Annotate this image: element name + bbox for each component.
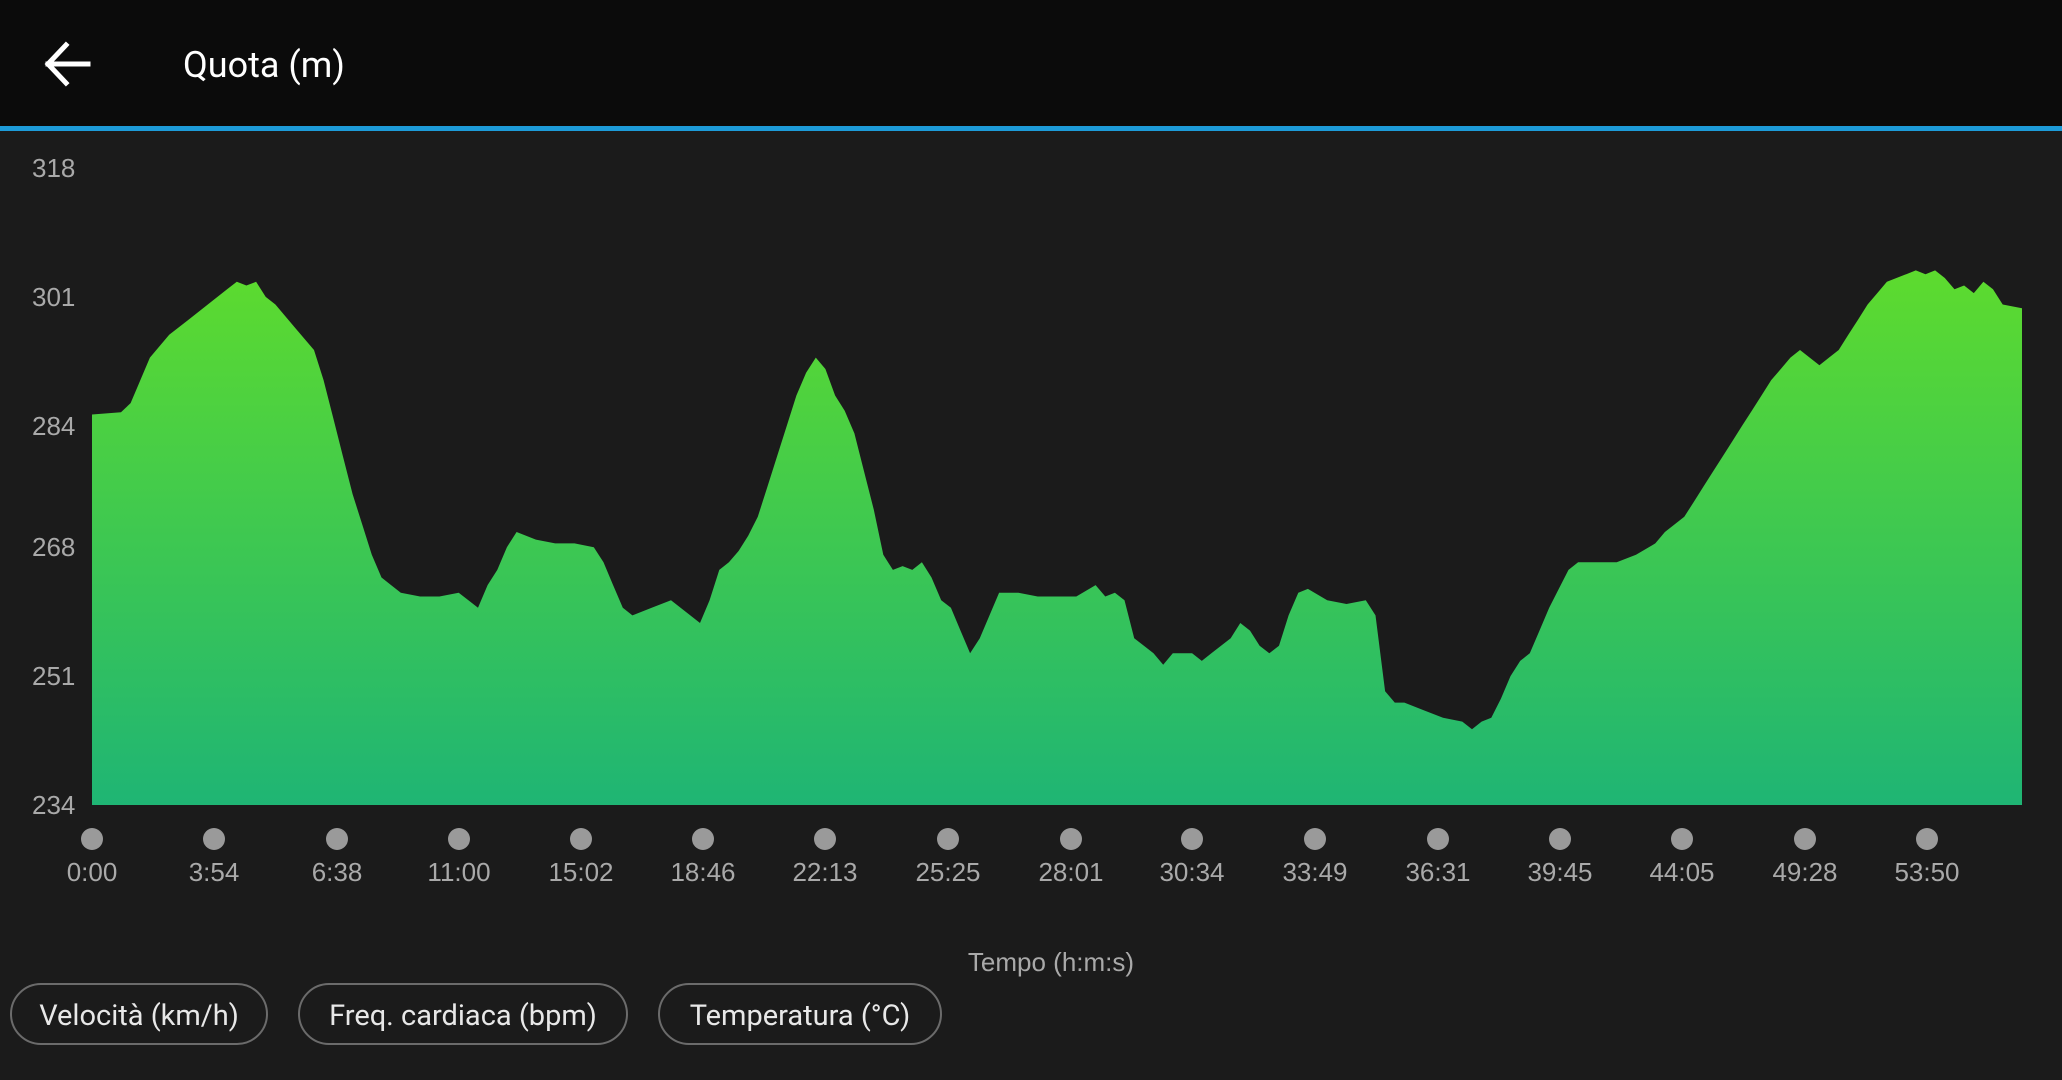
x-tick-marker[interactable] xyxy=(1916,828,1938,850)
x-tick-marker[interactable] xyxy=(1794,828,1816,850)
page-title: Quota (m) xyxy=(183,44,345,86)
elevation-chart[interactable]: 318 301 284 268 251 234 0:00 3:54 6:38 11:00 15:0… xyxy=(0,131,2062,981)
x-tick-marker[interactable] xyxy=(570,828,592,850)
x-tick-marker[interactable] xyxy=(937,828,959,850)
x-tick-marker[interactable] xyxy=(1427,828,1449,850)
x-tick-marker[interactable] xyxy=(326,828,348,850)
x-tick-label: 36:31 xyxy=(1405,857,1470,887)
x-tick-label: 18:46 xyxy=(670,857,735,887)
x-tick-label: 39:45 xyxy=(1527,857,1592,887)
elevation-chart-svg: 318 301 284 268 251 234 0:00 3:54 6:38 11:00 15:0… xyxy=(32,153,2022,977)
x-tick-marker[interactable] xyxy=(1304,828,1326,850)
x-tick-label: 53:50 xyxy=(1894,857,1959,887)
x-tick-marker[interactable] xyxy=(1671,828,1693,850)
x-tick-label: 25:25 xyxy=(915,857,980,887)
x-tick-label: 28:01 xyxy=(1038,857,1103,887)
y-tick-label: 301 xyxy=(32,282,75,312)
x-tick-label: 15:02 xyxy=(548,857,613,887)
x-tick-label: 6:38 xyxy=(312,857,363,887)
y-tick-label: 251 xyxy=(32,661,75,691)
chip-heart-rate[interactable]: Freq. cardiaca (bpm) xyxy=(298,983,628,1045)
x-tick-marker[interactable] xyxy=(81,828,103,850)
x-tick-marker[interactable] xyxy=(814,828,836,850)
y-tick-label: 318 xyxy=(32,153,75,183)
x-tick-marker[interactable] xyxy=(692,828,714,850)
x-tick-marker[interactable] xyxy=(1549,828,1571,850)
x-tick-label: 3:54 xyxy=(189,857,240,887)
x-tick-label: 22:13 xyxy=(792,857,857,887)
elevation-area xyxy=(92,270,2022,805)
x-tick-marker[interactable] xyxy=(448,828,470,850)
x-tick-marker[interactable] xyxy=(203,828,225,850)
x-axis-title: Tempo (h:m:s) xyxy=(968,947,1134,977)
y-axis-labels: 318 301 284 268 251 234 xyxy=(32,153,75,820)
x-tick-label: 0:00 xyxy=(67,857,118,887)
x-tick-label: 30:34 xyxy=(1159,857,1224,887)
chip-temperature[interactable]: Temperatura (°C) xyxy=(658,983,942,1045)
x-axis-markers xyxy=(81,828,1938,850)
metric-chip-row: Velocità (km/h) Freq. cardiaca (bpm) Tem… xyxy=(0,983,2062,1049)
back-button[interactable] xyxy=(34,33,102,95)
x-tick-marker[interactable] xyxy=(1181,828,1203,850)
x-tick-label: 11:00 xyxy=(427,857,490,887)
y-tick-label: 268 xyxy=(32,532,75,562)
arrow-left-icon xyxy=(44,41,91,87)
top-app-bar: Quota (m) xyxy=(0,0,2062,126)
x-axis-labels: 0:00 3:54 6:38 11:00 15:02 18:46 22:13 25:25 28:… xyxy=(67,857,1960,887)
header-divider xyxy=(0,126,2062,131)
chip-speed[interactable]: Velocità (km/h) xyxy=(10,983,268,1045)
x-tick-label: 33:49 xyxy=(1282,857,1347,887)
x-tick-marker[interactable] xyxy=(1060,828,1082,850)
y-tick-label: 284 xyxy=(32,411,75,441)
x-tick-label: 44:05 xyxy=(1649,857,1714,887)
x-tick-label: 49:28 xyxy=(1772,857,1837,887)
y-tick-label: 234 xyxy=(32,790,75,820)
